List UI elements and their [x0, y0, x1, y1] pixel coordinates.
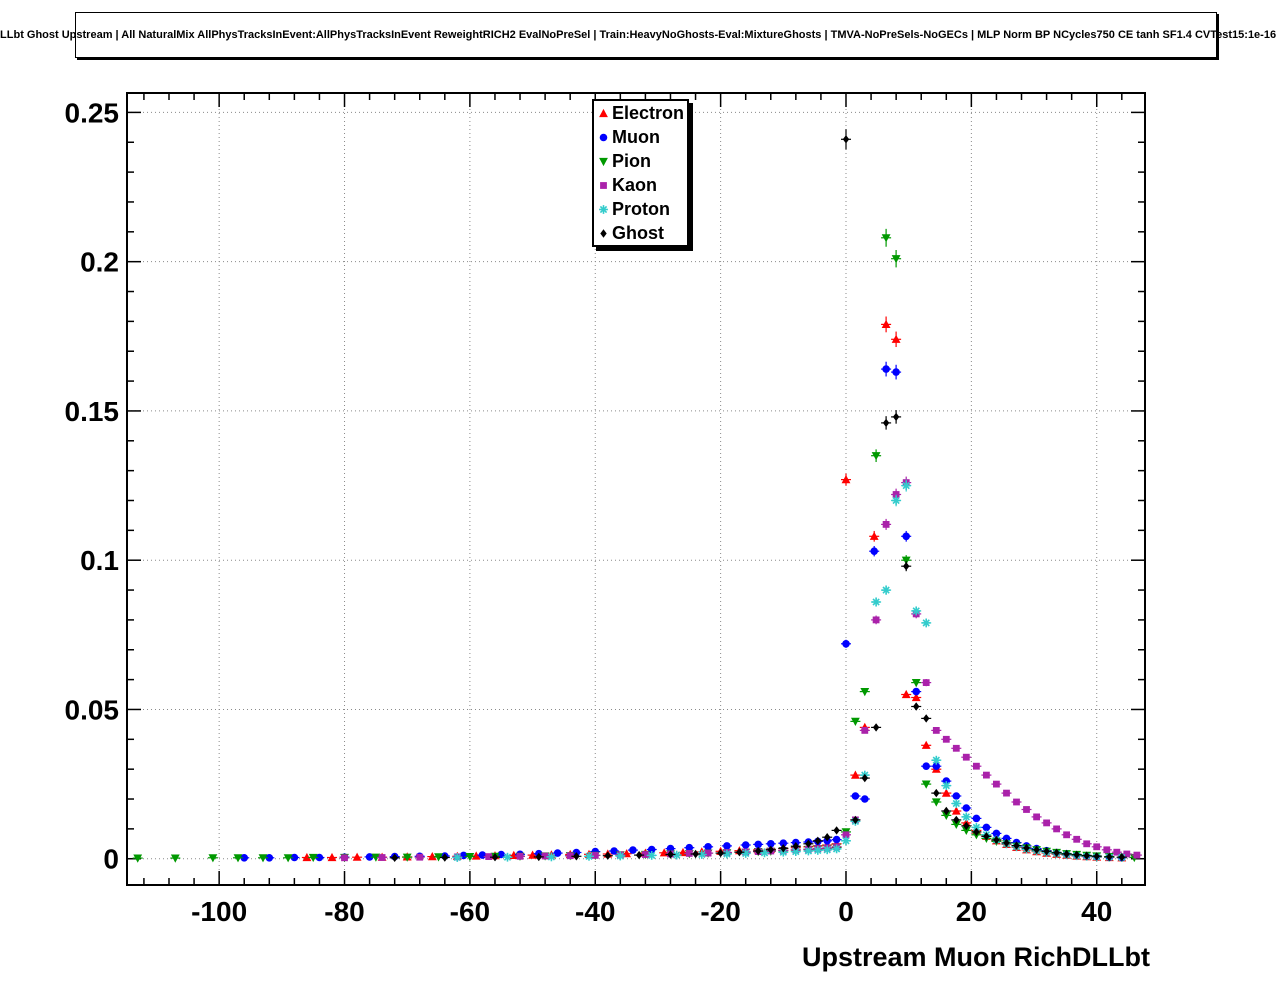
plot-title: RichDLLbt Ghost Upstream | All NaturalMi… [0, 29, 1276, 41]
legend-entry-proton: Proton [594, 197, 687, 221]
series-kaon [339, 476, 1142, 862]
legend-label: Electron [612, 103, 685, 123]
legend-label: Kaon [612, 175, 657, 195]
x-tick-label: 0 [838, 896, 854, 927]
x-tick-label: -100 [191, 896, 247, 927]
legend-marker-triangle-down [599, 157, 608, 166]
legend-entry-pion: Pion [594, 149, 687, 173]
legend-marker-circle [599, 133, 608, 141]
y-tick-label: 0.15 [65, 396, 120, 427]
x-tick-labels: -100 -80 -60 -40 -20 0 20 40 [191, 896, 1112, 927]
x-tick-label: -20 [700, 896, 740, 927]
series-proton [452, 479, 1127, 862]
y-tick-labels: 0 0.05 0.1 0.15 0.2 0.25 [65, 97, 120, 874]
series-electron [301, 316, 1127, 862]
axis-ticks [127, 93, 1145, 885]
legend-marker-diamond [600, 228, 607, 238]
legend-marker-square [600, 181, 607, 189]
x-tick-label: -40 [575, 896, 615, 927]
legend-marker-triangle-up [599, 108, 608, 117]
y-tick-label: 0.25 [65, 97, 120, 128]
y-tick-label: 0.1 [80, 545, 119, 576]
x-tick-label: 40 [1081, 896, 1112, 927]
legend-label: Pion [612, 151, 651, 171]
series-ghost [389, 129, 1127, 862]
legend-entry-kaon: Kaon [594, 173, 687, 197]
x-tick-label: -60 [450, 896, 490, 927]
legend-label: Proton [612, 199, 670, 219]
legend: Electron Muon Pion Kaon Proton Ghost [592, 99, 689, 247]
x-tick-label: 20 [956, 896, 987, 927]
legend-label: Muon [612, 127, 660, 147]
series-pion [132, 228, 1140, 863]
y-tick-label: 0.2 [80, 247, 119, 278]
y-tick-label: 0.05 [65, 694, 120, 725]
legend-entry-electron: Electron [594, 101, 687, 125]
x-axis-title: Upstream Muon RichDLLbt [802, 942, 1150, 972]
y-tick-label: 0 [103, 844, 119, 875]
x-tick-label: -80 [324, 896, 364, 927]
plot-title-box: RichDLLbt Ghost Upstream | All NaturalMi… [0, 12, 1276, 58]
legend-marker-star [599, 204, 608, 214]
legend-entry-ghost: Ghost [594, 221, 687, 245]
plot-frame [126, 92, 1146, 886]
legend-label: Ghost [612, 223, 664, 243]
legend-entry-muon: Muon [594, 125, 687, 149]
